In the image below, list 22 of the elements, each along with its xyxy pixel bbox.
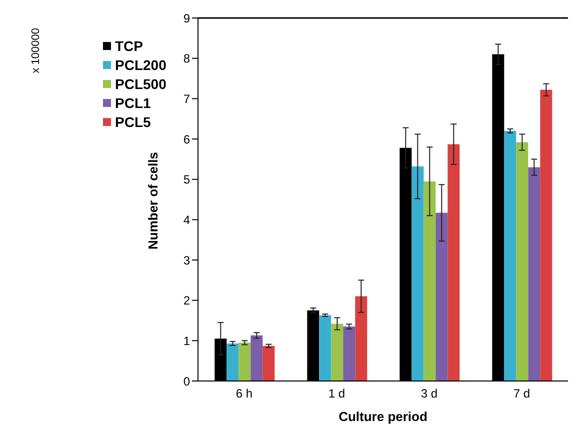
y-tick-label: 5: [183, 172, 190, 187]
legend-label: PCL500: [114, 76, 168, 92]
legend-label: PCL5: [114, 114, 152, 130]
legend-label: TCP: [115, 38, 143, 54]
y-tick-label: 6: [183, 132, 190, 146]
y-tick-label: 7: [183, 92, 190, 106]
legend-label: PCL200: [115, 57, 166, 73]
y-axis-title: Number of cells: [146, 152, 161, 250]
y-tick-label: 2: [183, 294, 190, 308]
x-tick-label: 3 d: [420, 386, 438, 401]
x-tick-label: 7 d: [513, 386, 530, 401]
x-tick-label: 1 d: [328, 386, 346, 401]
x-axis-title: Culture period: [338, 409, 428, 424]
legend-label: PCL1: [115, 95, 151, 111]
x-tick-label: 6 h: [236, 386, 253, 401]
y-tick-label: 1: [183, 334, 190, 348]
y-tick-label: 3: [183, 253, 190, 268]
y-tick-label: 8: [183, 52, 190, 66]
y-tick-label: 0: [183, 374, 190, 388]
y-tick-label: 4: [183, 212, 190, 227]
text: x 100000: [30, 28, 42, 74]
y-tick-label: 9: [183, 11, 190, 26]
